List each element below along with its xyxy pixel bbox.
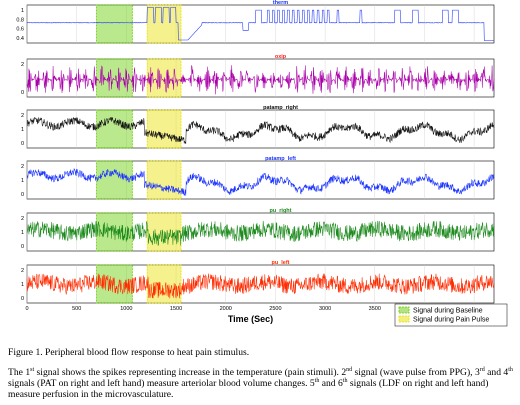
xtick-label: 0: [25, 306, 28, 312]
figure-description: The 1st signal shows the spikes represen…: [8, 367, 516, 400]
xtick-label: 3000: [319, 306, 331, 312]
xtick-label: 2500: [269, 306, 281, 312]
desc-sup-4: th: [508, 366, 513, 373]
legend-box: [394, 303, 508, 327]
signal-patamp_right: [26, 116, 495, 145]
ytick-therm: 0.6: [16, 27, 24, 33]
x-axis-label: Time (Sec): [228, 314, 273, 324]
desc-text-5: signals (PAT on right and left hand) mea…: [8, 378, 315, 389]
ytick-patamp_left: 0: [21, 192, 24, 198]
panel-therm-frame: [26, 4, 495, 44]
signal-oxip: [26, 65, 495, 95]
xtick-label: 2000: [220, 306, 232, 312]
shaded-region-baseline: [96, 160, 133, 200]
legend-swatch: [398, 315, 410, 323]
panel-title-pu_left: pu_left: [271, 260, 289, 266]
desc-text-1: The 1: [8, 367, 31, 378]
panel-title-pu_right: pu_right: [270, 208, 292, 214]
shaded-region-baseline: [96, 212, 133, 252]
ytick-patamp_right: 1: [21, 127, 24, 133]
shaded-region-baseline: [96, 4, 133, 44]
desc-sup-3: rd: [479, 366, 485, 373]
legend-label: Signal during Baseline: [413, 308, 483, 315]
desc-sup-2: nd: [346, 366, 353, 373]
ytick-pu_right: 0: [21, 244, 24, 250]
figure-caption: Figure 1. Peripheral blood flow response…: [8, 347, 250, 358]
desc-sup-1: st: [30, 366, 35, 373]
xtick-label: 500: [72, 306, 81, 312]
shaded-region-pain-pulse: [146, 4, 182, 44]
ytick-therm: 0.4: [16, 36, 24, 42]
ytick-patamp_left: 2: [21, 164, 24, 170]
shaded-region-baseline: [96, 109, 133, 149]
ytick-oxip: 2: [21, 62, 24, 68]
desc-text-6: and 6: [319, 378, 343, 389]
ytick-oxip: 0: [21, 90, 24, 96]
desc-sup-5: th: [314, 377, 320, 384]
xtick-label: 3500: [369, 306, 381, 312]
shaded-region-pain-pulse: [146, 109, 182, 149]
signal-pu_right: [26, 220, 495, 247]
desc-text-2: signal shows the spikes representing inc…: [34, 367, 347, 378]
panel-title-patamp_right: patamp_right: [263, 105, 298, 111]
signal-pu_left: [26, 273, 495, 299]
blood-flow-figure: therm 1 0.8 0.6 0.4 oxip 2 0 patamp_right 2 1 0 pata…: [16, 0, 508, 327]
ytick-pu_right: 1: [21, 230, 24, 236]
desc-sup-6: th: [342, 377, 348, 384]
ytick-pu_left: 2: [21, 268, 24, 274]
ytick-patamp_right: 0: [21, 141, 24, 147]
legend-swatch: [398, 306, 410, 314]
signal-therm: [26, 7, 494, 41]
xtick-label: 1000: [120, 306, 132, 312]
ytick-pu_right: 2: [21, 216, 24, 222]
legend-label: Signal during Pain Pulse: [413, 317, 489, 324]
xtick-label: 1500: [170, 306, 182, 312]
desc-text-3: signal (wave pulse from PPG), 3: [352, 367, 480, 378]
ytick-pu_left: 0: [21, 296, 24, 302]
signal-patamp_left: [26, 168, 495, 196]
ytick-therm: 1: [21, 8, 24, 14]
shaded-region-pain-pulse: [146, 160, 182, 200]
ytick-therm: 0.8: [16, 17, 24, 23]
desc-text-4: and 4: [484, 367, 509, 378]
desc-text-7: signals (LDF on right and left hand) mea…: [8, 378, 489, 400]
panel-title-therm: therm: [273, 0, 288, 6]
panel-title-patamp_left: patamp_left: [265, 156, 296, 162]
panel-title-oxip: oxip: [275, 54, 287, 60]
ytick-patamp_left: 1: [21, 178, 24, 184]
ytick-pu_left: 1: [21, 282, 24, 288]
ytick-patamp_right: 2: [21, 113, 24, 119]
